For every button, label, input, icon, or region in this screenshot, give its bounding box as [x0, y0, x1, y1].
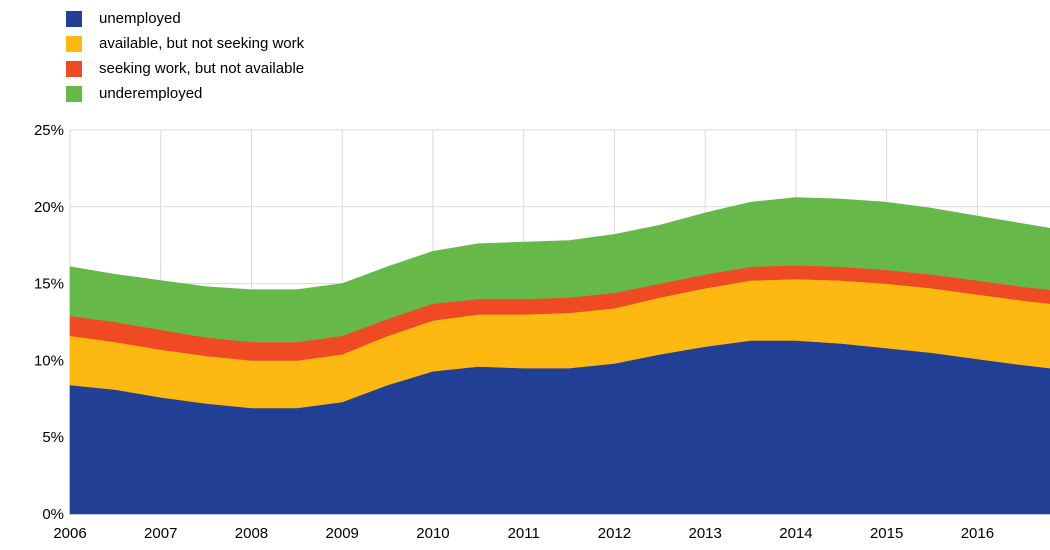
- legend-label: underemployed: [99, 84, 203, 102]
- y-tick-label: 15%: [34, 276, 64, 293]
- x-tick-label: 2007: [144, 525, 177, 542]
- x-tick-label: 2015: [870, 525, 903, 542]
- legend-swatch: [66, 85, 82, 102]
- legend-label: available, but not seeking work: [99, 34, 305, 52]
- x-tick-label: 2013: [688, 525, 721, 542]
- y-tick-label: 5%: [42, 429, 64, 446]
- legend-label: seeking work, but not available: [99, 59, 305, 77]
- y-tick-label: 10%: [34, 352, 64, 369]
- y-tick-label: 20%: [34, 199, 64, 216]
- legend-item-underemployed: underemployed: [66, 81, 304, 106]
- legend-swatch: [66, 60, 82, 77]
- y-tick-label: 25%: [34, 122, 64, 139]
- legend-item-seeking-not-available: seeking work, but not available: [66, 56, 304, 81]
- y-tick-label: 0%: [42, 506, 64, 523]
- x-tick-label: 2010: [416, 525, 449, 542]
- x-tick-label: 2006: [53, 525, 86, 542]
- legend-swatch: [66, 35, 82, 52]
- x-tick-label: 2012: [598, 525, 631, 542]
- x-tick-label: 2008: [235, 525, 268, 542]
- legend-item-unemployed: unemployed: [66, 6, 304, 31]
- x-tick-label: 2011: [508, 525, 540, 542]
- x-tick-label: 2016: [961, 525, 994, 542]
- legend-label: unemployed: [99, 9, 181, 27]
- stacked-areas: [69, 197, 1050, 515]
- x-tick-label: 2009: [326, 525, 359, 542]
- legend-swatch: [66, 10, 82, 27]
- area-underemployed: [69, 197, 1050, 343]
- legend: unemployed available, but not seeking wo…: [66, 6, 304, 106]
- x-tick-label: 2014: [779, 525, 812, 542]
- legend-item-available-not-seeking: available, but not seeking work: [66, 31, 304, 56]
- axes: 0% 5% 10% 15% 20% 25% 2006 2007 2008 2009 2010 2011…: [34, 122, 994, 542]
